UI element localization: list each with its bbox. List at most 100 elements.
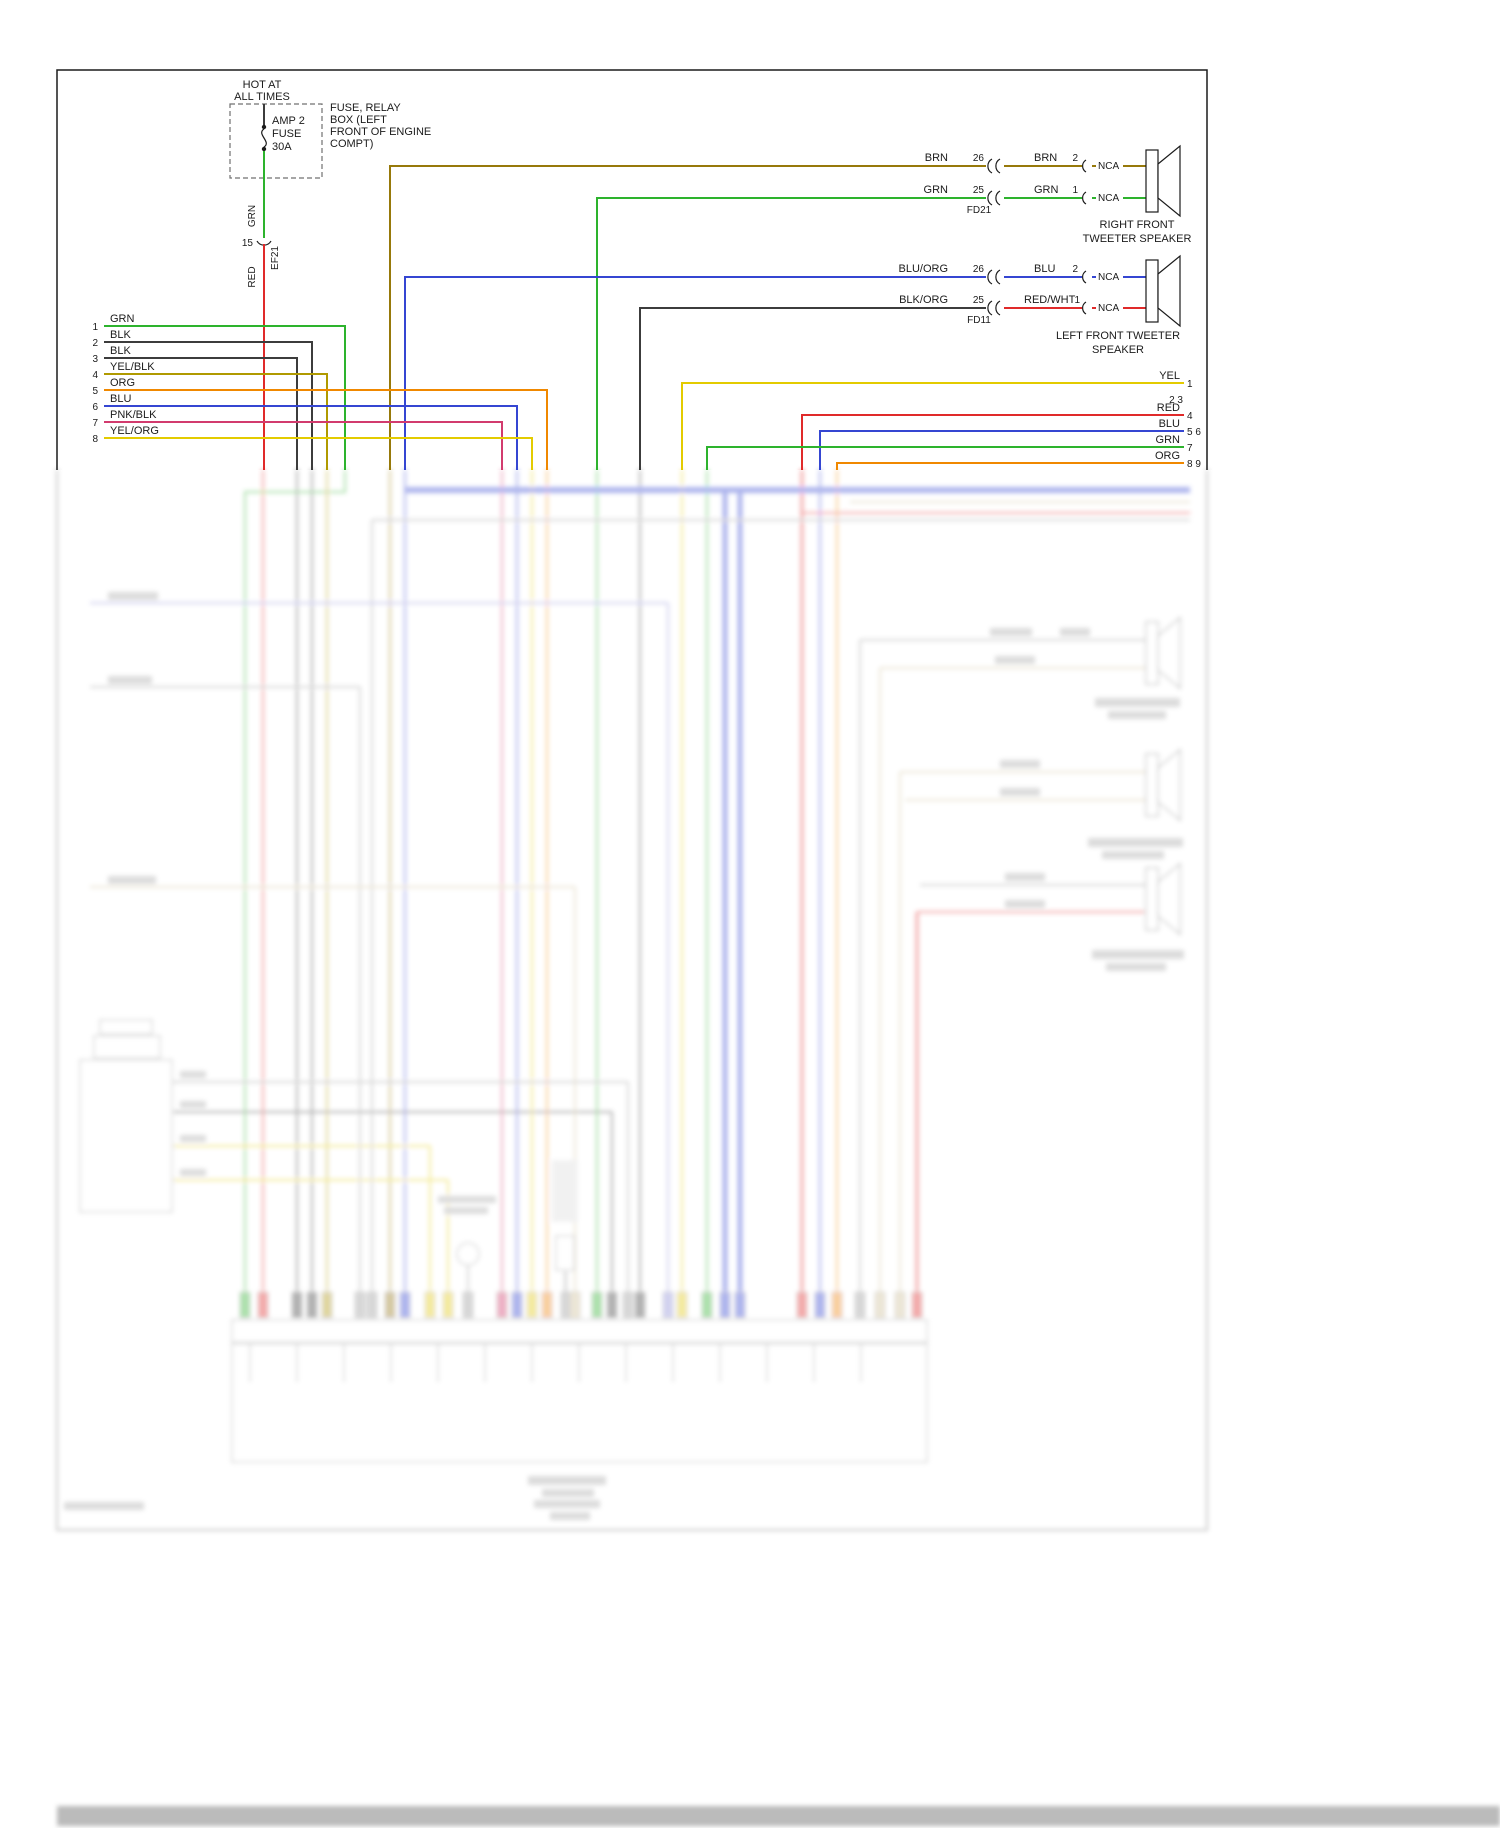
speaker-name-2: SPEAKER <box>1092 344 1144 356</box>
wire-color-label: BRN <box>925 152 948 164</box>
wire-color-label: BLU <box>110 393 131 405</box>
connector-half-icon <box>987 269 993 285</box>
left-front-tweeter: BLU/ORG 26 BLU 2 NCA BLK/ORG 25 FD11 RED… <box>898 254 1181 356</box>
pin-wire <box>104 357 298 470</box>
pin-wire <box>706 446 1184 470</box>
fusebox-location: FUSE, RELAY <box>330 102 401 114</box>
wire-color-label: BLU <box>1034 263 1055 275</box>
wire-color-label: YEL <box>1159 370 1180 382</box>
label-mask <box>1096 159 1123 171</box>
wire-color-label: GRN <box>110 313 135 325</box>
pin-number: 1 <box>1187 379 1193 390</box>
connector-id: FD11 <box>967 315 991 326</box>
pin-number: 4 <box>92 370 98 381</box>
pin-wire <box>104 325 346 470</box>
fuse-element <box>261 128 267 148</box>
connector-half-icon <box>995 300 1001 316</box>
pin-wire <box>836 462 1184 470</box>
speaker-icon <box>1145 254 1181 328</box>
wire-color-label: RED/WHT <box>1024 294 1076 306</box>
fuse-terminal-bottom <box>261 146 267 152</box>
connector-half-icon <box>987 300 993 316</box>
speaker-name: LEFT FRONT TWEETER <box>1056 330 1180 342</box>
connector-half-icon <box>1082 301 1087 315</box>
pin-number: 2 <box>92 338 98 349</box>
pin-number: 25 <box>973 185 985 196</box>
pin-number: 26 <box>973 153 985 164</box>
label-mask <box>1096 191 1123 203</box>
connector-ef21-label: EF21 <box>270 246 281 270</box>
wire-color-label: GRN <box>924 184 949 196</box>
wire-color-label: YEL/BLK <box>110 361 155 373</box>
pin-number: 3 <box>92 354 98 365</box>
pin-number: 2 <box>1072 153 1078 164</box>
pin-number: 4 <box>1187 411 1193 422</box>
pin-number: 5 <box>92 386 98 397</box>
pin-number: 2 <box>1072 264 1078 275</box>
fuse-name: AMP 2 <box>272 115 305 127</box>
wire-color-label: BLK <box>110 345 131 357</box>
wire-color-label: BLK <box>110 329 131 341</box>
pin-number: 7 <box>1187 443 1193 454</box>
pin-number: 1 <box>1074 295 1080 306</box>
hot-at-label-2: ALL TIMES <box>234 91 290 103</box>
wire-color-label: YEL/ORG <box>110 425 159 437</box>
connector-half-icon <box>995 158 1001 174</box>
wire-color-label: RED <box>1157 402 1180 414</box>
wire-color-label: BLU <box>1159 418 1180 430</box>
wire-color-label: ORG <box>110 377 135 389</box>
hot-at-label: HOT AT <box>243 79 282 91</box>
fuse-name-2: FUSE <box>272 128 301 140</box>
wire-color-label: GRN <box>1156 434 1181 446</box>
blur-overlay <box>0 470 1500 1828</box>
nca-label: NCA <box>1098 303 1119 314</box>
nca-label: NCA <box>1098 161 1119 172</box>
pin-number: 8 <box>92 434 98 445</box>
label-mask <box>1096 301 1123 313</box>
connector-half-icon <box>995 190 1001 206</box>
wire-color-label: ORG <box>1155 450 1180 462</box>
connector-half-icon <box>987 158 993 174</box>
pin-wire <box>104 405 518 470</box>
wire-color-label: BLK/ORG <box>899 294 948 306</box>
speaker-name-2: TWEETER SPEAKER <box>1083 233 1192 245</box>
pin-number: 8 9 <box>1187 459 1201 470</box>
nca-label: NCA <box>1098 272 1119 283</box>
pin-wire <box>104 389 548 470</box>
label-mask <box>1096 270 1123 282</box>
left-pin-list: 1 GRN 2 BLK 3 BLK 4 YEL/BLK 5 ORG 6 BLU … <box>92 313 548 470</box>
pin-number: 7 <box>92 418 98 429</box>
fusebox-location-4: COMPT) <box>330 138 373 150</box>
connector-id: FD21 <box>967 205 992 216</box>
pin-number: 25 <box>973 295 985 306</box>
wire-color-label: GRN <box>1034 184 1059 196</box>
fuse-box-outline <box>229 103 323 179</box>
fusebox-location-2: BOX (LEFT <box>330 114 387 126</box>
speaker-name: RIGHT FRONT <box>1100 219 1175 231</box>
power-wire-grn-label: GRN <box>247 205 258 227</box>
wire-color-label: PNK/BLK <box>110 409 157 421</box>
pin-wire <box>104 421 503 470</box>
pin-number: 5 6 <box>1187 427 1201 438</box>
fusebox-location-3: FRONT OF ENGINE <box>330 126 431 138</box>
pin-number: 1 <box>1072 185 1078 196</box>
pin-wire <box>104 341 313 470</box>
power-wire-red-label: RED <box>247 266 258 287</box>
pin-number: 2 3 <box>1169 395 1183 406</box>
right-pin-list: YEL 1 2 3 RED 4 BLU 5 6 GRN 7 ORG 8 9 <box>681 370 1201 470</box>
pin-wire <box>104 437 533 470</box>
pin-number: 1 <box>92 322 98 333</box>
connector-half-icon <box>1082 270 1087 284</box>
connector-half-icon <box>995 269 1001 285</box>
wire-color-label: BRN <box>1034 152 1057 164</box>
pin-wire <box>801 414 1184 470</box>
pin-number: 6 <box>92 402 98 413</box>
connector-half-icon <box>1082 159 1087 173</box>
power-pin-15: 15 <box>242 238 254 249</box>
pin-number: 26 <box>973 264 985 275</box>
fuse-rating: 30A <box>272 141 292 153</box>
pin-wire <box>819 430 1184 470</box>
trunk-wires <box>389 165 986 470</box>
